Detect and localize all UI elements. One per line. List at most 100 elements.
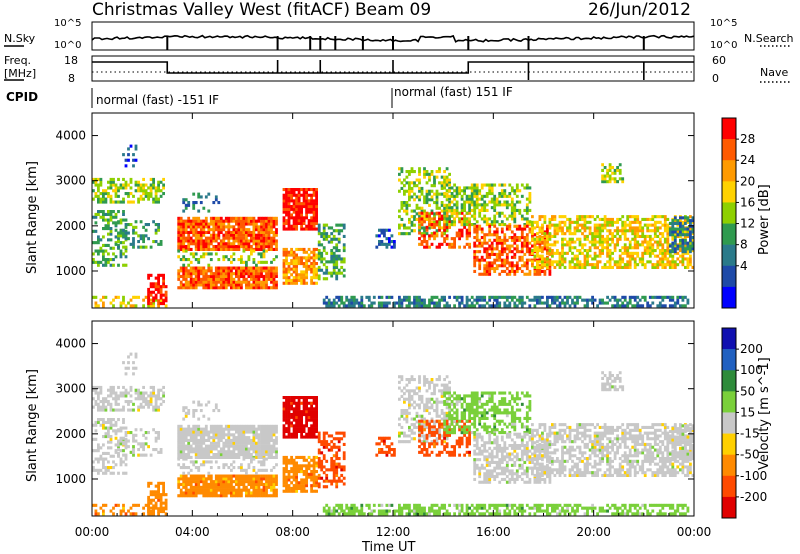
power-cell — [159, 287, 163, 291]
power-cell — [260, 269, 263, 273]
power-cell — [262, 280, 266, 284]
power-cell — [194, 258, 198, 262]
velocity-cell — [230, 491, 233, 495]
power-cell — [488, 224, 492, 228]
power-cell — [282, 207, 286, 211]
power-cell — [556, 295, 559, 299]
power-cell — [440, 231, 444, 235]
velocity-cell — [164, 512, 168, 516]
power-cell — [495, 244, 499, 248]
power-cell — [556, 263, 559, 267]
power-cell — [139, 220, 143, 224]
power-cell — [192, 206, 196, 210]
power-cell — [184, 277, 188, 281]
power-cell — [340, 265, 344, 269]
power-cell — [643, 251, 647, 255]
power-cell — [613, 229, 617, 233]
power-cell — [556, 260, 559, 264]
power-cell — [543, 247, 547, 251]
power-cell — [202, 233, 206, 237]
power-cell — [312, 202, 316, 206]
power-cell — [485, 301, 489, 305]
velocity-cell — [162, 394, 165, 398]
velocity-cell — [152, 490, 155, 494]
power-cell — [448, 201, 451, 205]
velocity-cell — [267, 455, 271, 459]
velocity-cell — [245, 430, 248, 434]
power-cell — [443, 209, 446, 213]
power-cell — [177, 277, 181, 281]
power-cell — [621, 251, 625, 255]
velocity-cell — [147, 405, 150, 409]
power-cell — [92, 252, 95, 256]
velocity-cell — [192, 450, 196, 454]
power-cell — [628, 265, 632, 269]
power-cell — [335, 237, 339, 241]
velocity-cell — [117, 442, 120, 446]
power-cell — [658, 301, 662, 305]
velocity-cell — [227, 427, 231, 431]
power-cell — [147, 299, 150, 303]
power-cell — [691, 219, 695, 223]
power-cell — [485, 241, 489, 245]
power-cell — [129, 298, 133, 302]
velocity-cell — [104, 432, 108, 436]
power-cell — [194, 233, 198, 237]
power-cell — [260, 280, 263, 284]
power-cell — [157, 276, 160, 280]
power-cell — [531, 251, 534, 255]
power-cell — [490, 200, 494, 204]
velocity-cell — [217, 485, 221, 489]
power-cell — [315, 276, 318, 280]
power-cell — [179, 247, 183, 251]
velocity-cell — [182, 453, 186, 457]
power-cell — [658, 232, 662, 236]
power-cell — [443, 228, 446, 232]
power-cell — [147, 287, 150, 291]
power-cell — [199, 280, 203, 284]
power-cell — [666, 251, 670, 255]
power-cell — [588, 215, 592, 219]
power-cell — [380, 242, 384, 246]
power-cell — [202, 272, 206, 276]
velocity-cell — [122, 503, 125, 507]
power-cell — [189, 266, 193, 270]
power-cell — [443, 186, 446, 190]
velocity-cell — [232, 447, 236, 451]
velocity-cell — [217, 488, 221, 492]
velocity-cell — [232, 444, 236, 448]
velocity-cell — [182, 480, 186, 484]
velocity-cell — [127, 509, 130, 513]
power-cell — [653, 263, 657, 267]
power-cell — [305, 207, 308, 211]
power-cell — [204, 242, 208, 246]
power-cell — [305, 259, 308, 263]
power-cell — [668, 251, 672, 255]
power-cell — [458, 211, 461, 215]
power-cell — [473, 206, 477, 210]
velocity-cell — [192, 424, 196, 428]
velocity-cell — [109, 509, 113, 513]
power-cell — [199, 277, 203, 281]
power-cell — [543, 263, 547, 267]
power-cell — [689, 226, 692, 230]
power-cell — [531, 223, 534, 227]
power-cell — [112, 200, 115, 204]
power-cell — [576, 295, 579, 299]
power-cell — [493, 220, 497, 224]
power-cell — [297, 199, 301, 203]
power-cell — [242, 260, 246, 264]
velocity-cell — [194, 488, 198, 492]
power-cell — [568, 226, 572, 230]
velocity-cell — [252, 447, 256, 451]
power-cell — [611, 240, 614, 244]
power-cell — [235, 245, 238, 249]
velocity-cell — [209, 482, 213, 486]
power-cell — [184, 219, 188, 223]
power-cell — [194, 274, 198, 278]
power-cell — [551, 249, 554, 253]
power-cell — [463, 225, 466, 229]
velocity-cell — [219, 453, 223, 457]
power-cell — [571, 220, 574, 224]
power-cell — [177, 230, 181, 234]
